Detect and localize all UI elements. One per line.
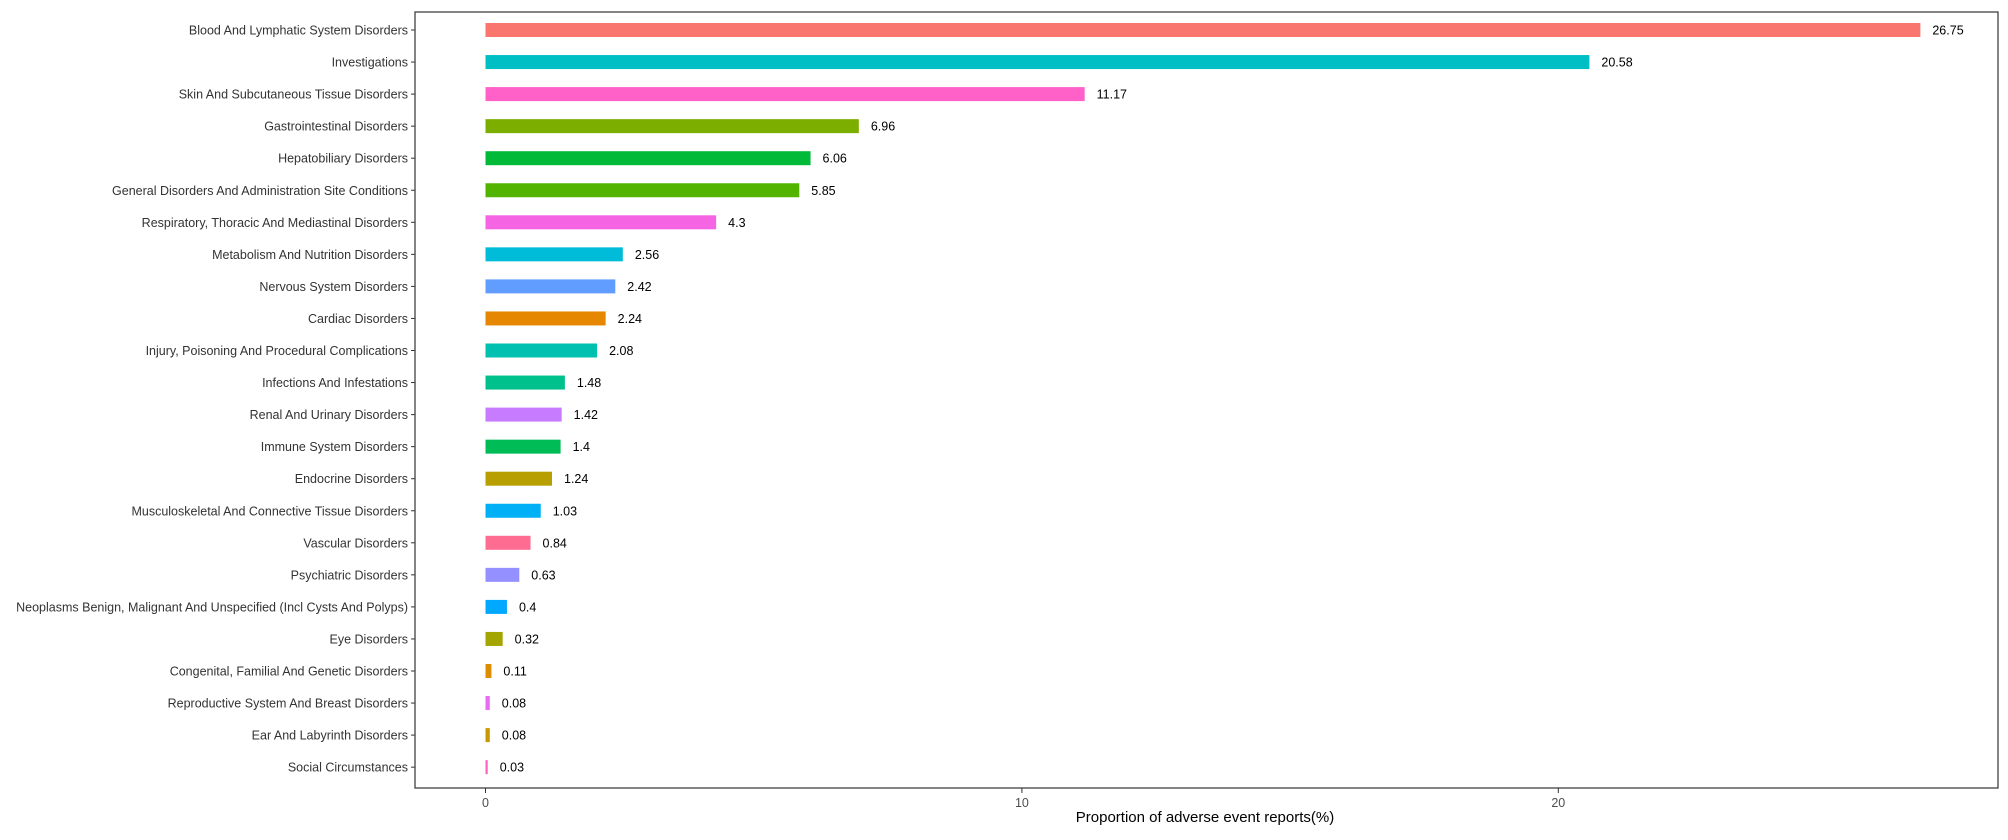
category-label: Skin And Subcutaneous Tissue Disorders (179, 88, 408, 102)
x-axis-ticks: 0 10 20 (411, 29, 1565, 810)
bar (485, 696, 490, 711)
category-label: Metabolism And Nutrition Disorders (212, 248, 408, 262)
bar (485, 119, 859, 134)
bar (485, 87, 1085, 102)
value-label: 0.08 (502, 697, 526, 711)
category-label: Musculoskeletal And Connective Tissue Di… (131, 504, 408, 518)
value-label: 1.24 (564, 472, 588, 486)
category-label: Gastrointestinal Disorders (264, 120, 408, 134)
bar (485, 215, 717, 230)
x-tick-label: 10 (1015, 796, 1029, 810)
value-label: 0.4 (519, 600, 536, 614)
category-label: Neoplasms Benign, Malignant And Unspecif… (16, 600, 408, 614)
category-label: Psychiatric Disorders (291, 568, 408, 582)
category-label: Eye Disorders (330, 632, 409, 646)
bar (485, 151, 811, 166)
bar (485, 23, 1921, 37)
value-label: 2.42 (627, 280, 651, 294)
bar (485, 567, 520, 582)
value-label: 20.58 (1601, 56, 1632, 70)
category-label: Cardiac Disorders (308, 312, 408, 326)
value-label: 2.24 (618, 312, 642, 326)
category-label: Infections And Infestations (262, 376, 408, 390)
value-label: 0.32 (515, 632, 539, 646)
value-label: 2.56 (635, 248, 659, 262)
category-label: Immune System Disorders (261, 440, 408, 454)
category-label: Vascular Disorders (303, 536, 408, 550)
x-tick-label: 0 (482, 796, 489, 810)
category-label: Ear And Labyrinth Disorders (252, 729, 408, 743)
value-label: 26.75 (1932, 24, 1963, 38)
bar (485, 247, 623, 262)
category-label: Congenital, Familial And Genetic Disorde… (170, 665, 408, 679)
bar (485, 311, 606, 326)
x-tick-label: 20 (1551, 796, 1565, 810)
bar (485, 535, 531, 550)
value-label: 1.03 (553, 504, 577, 518)
category-label: Respiratory, Thoracic And Mediastinal Di… (142, 216, 408, 230)
value-label: 1.4 (573, 440, 590, 454)
bar (485, 375, 565, 390)
bars-layer (485, 23, 1921, 775)
bar (485, 631, 503, 646)
bar (485, 407, 562, 422)
bar (485, 279, 616, 294)
value-label: 0.08 (502, 729, 526, 743)
bar (485, 439, 561, 454)
value-label: 4.3 (728, 216, 745, 230)
category-label: Blood And Lymphatic System Disorders (189, 24, 408, 38)
category-label: Endocrine Disorders (295, 472, 408, 486)
category-labels: Blood And Lymphatic System Disorders Inve… (16, 24, 408, 775)
bar (485, 503, 541, 518)
value-label: 11.17 (1097, 88, 1127, 102)
value-label: 1.42 (574, 408, 598, 422)
value-labels: 26.75 20.58 11.17 6.96 6.06 5.85 4.3 2.56 2.42 2.… (500, 24, 1964, 775)
value-label: 5.85 (811, 184, 835, 198)
value-label: 1.48 (577, 376, 601, 390)
category-label: Investigations (332, 56, 408, 70)
bar (485, 471, 553, 486)
x-axis-title: Proportion of adverse event reports(%) (1076, 809, 1334, 826)
value-label: 0.63 (531, 568, 555, 582)
bar (485, 599, 507, 614)
bar (485, 343, 598, 358)
bar (485, 55, 1590, 70)
value-label: 6.06 (823, 152, 847, 166)
value-label: 6.96 (871, 120, 895, 134)
category-label: Reproductive System And Breast Disorders (168, 697, 408, 711)
bar (485, 183, 800, 198)
category-label: Renal And Urinary Disorders (250, 408, 408, 422)
bar (485, 664, 492, 678)
bar (485, 728, 490, 743)
value-label: 0.11 (503, 665, 526, 679)
category-label: Hepatobiliary Disorders (278, 152, 408, 166)
category-label: Social Circumstances (288, 761, 408, 775)
category-label: Nervous System Disorders (259, 280, 408, 294)
value-label: 0.03 (500, 761, 524, 775)
bar (485, 760, 488, 775)
category-label: Injury, Poisoning And Procedural Complic… (146, 344, 408, 358)
category-label: General Disorders And Administration Sit… (112, 184, 408, 198)
value-label: 0.84 (543, 536, 567, 550)
plot-panel-border (414, 11, 1999, 789)
value-label: 2.08 (609, 344, 633, 358)
